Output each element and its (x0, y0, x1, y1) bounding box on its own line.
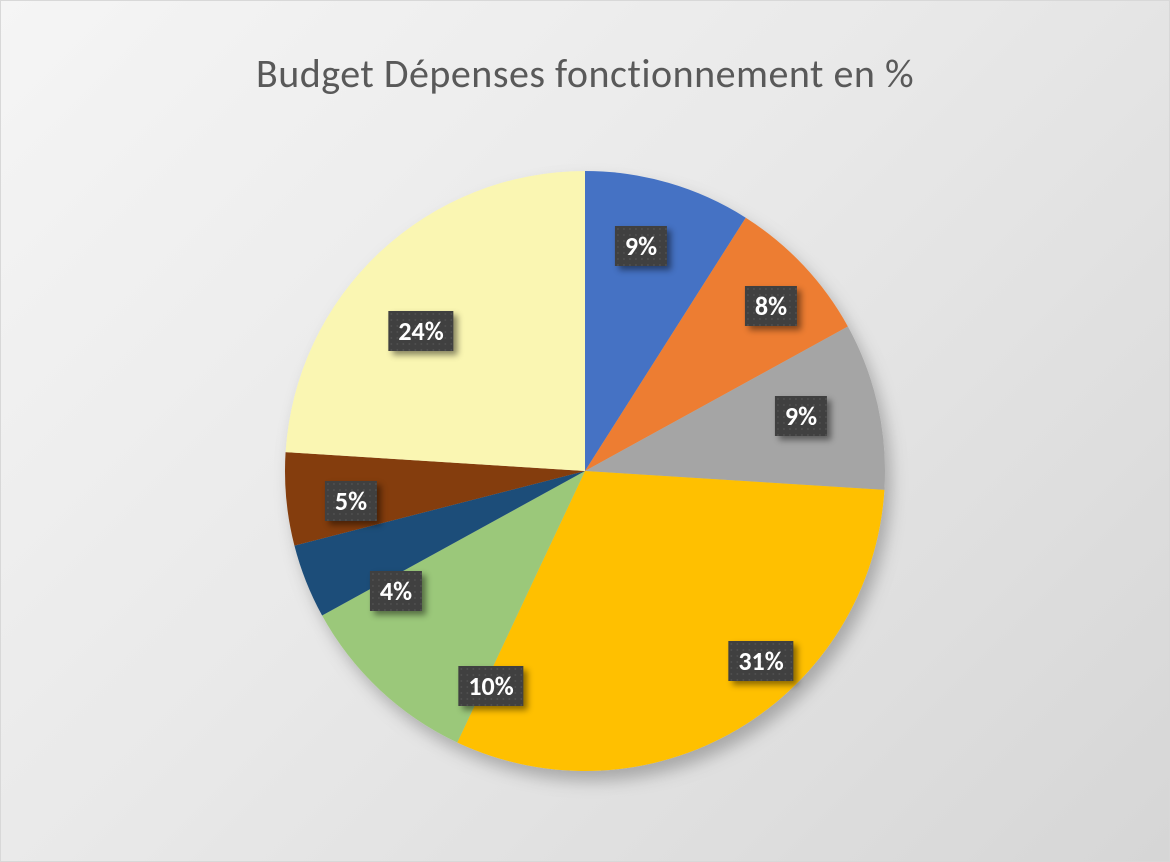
chart-canvas: Budget Dépenses fonctionnement en % 9% 8%… (0, 0, 1170, 862)
pie-svg (255, 141, 915, 801)
pie-chart (255, 141, 915, 801)
data-label: 4% (370, 571, 422, 611)
data-label: 9% (775, 396, 827, 436)
data-label: 10% (458, 666, 523, 706)
chart-title: Budget Dépenses fonctionnement en % (1, 49, 1169, 98)
data-label: 9% (615, 226, 667, 266)
data-label: 8% (745, 286, 797, 326)
data-label: 24% (388, 311, 453, 351)
data-label: 5% (325, 481, 377, 521)
data-label: 31% (728, 641, 793, 681)
